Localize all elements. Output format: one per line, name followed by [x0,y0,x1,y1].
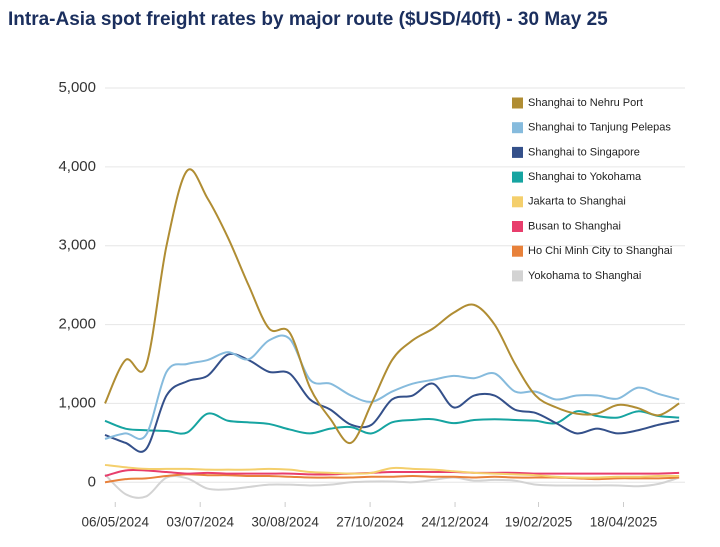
y-tick-label: 3,000 [58,237,96,254]
legend-swatch [512,97,523,109]
legend-label: Shanghai to Singapore [528,146,640,158]
x-tick-label: 30/08/2024 [251,515,319,530]
x-tick-label: 03/07/2024 [166,515,234,530]
series-line [104,410,680,435]
y-tick-label: 4,000 [58,158,96,175]
x-tick-label: 27/10/2024 [336,515,404,530]
legend-label: Shanghai to Tanjung Pelepas [528,122,671,134]
series-line [104,473,680,499]
series-line [104,468,680,477]
legend-label: Busan to Shanghai [528,220,621,232]
legend-label: Shanghai to Nehru Port [528,97,643,109]
y-tick-label: 2,000 [58,316,96,333]
legend-swatch [512,146,523,158]
legend-swatch [512,221,523,232]
x-tick-label: 24/12/2024 [421,515,489,530]
series-line [104,352,680,453]
x-tick-label: 19/02/2025 [505,515,573,530]
y-tick-label: 0 [88,473,96,490]
y-tick-label: 5,000 [58,79,96,96]
legend-swatch [512,196,523,208]
y-tick-label: 1,000 [58,394,96,411]
legend-swatch [512,171,523,183]
series-line [104,168,680,444]
legend-label: Jakarta to Shanghai [528,196,626,208]
series-line [104,463,680,479]
legend-swatch [512,122,523,134]
legend-label: Shanghai to Yokohama [528,171,642,183]
chart-title: Intra-Asia spot freight rates by major r… [8,9,608,30]
x-tick-label: 06/05/2024 [81,515,149,530]
legend-swatch [512,270,523,282]
x-tick-label: 18/04/2025 [590,515,658,530]
legend-swatch [512,245,523,257]
legend-label: Ho Chi Minh City to Shanghai [528,245,672,257]
series-line [104,334,680,440]
legend-label: Yokohama to Shanghai [528,270,641,282]
